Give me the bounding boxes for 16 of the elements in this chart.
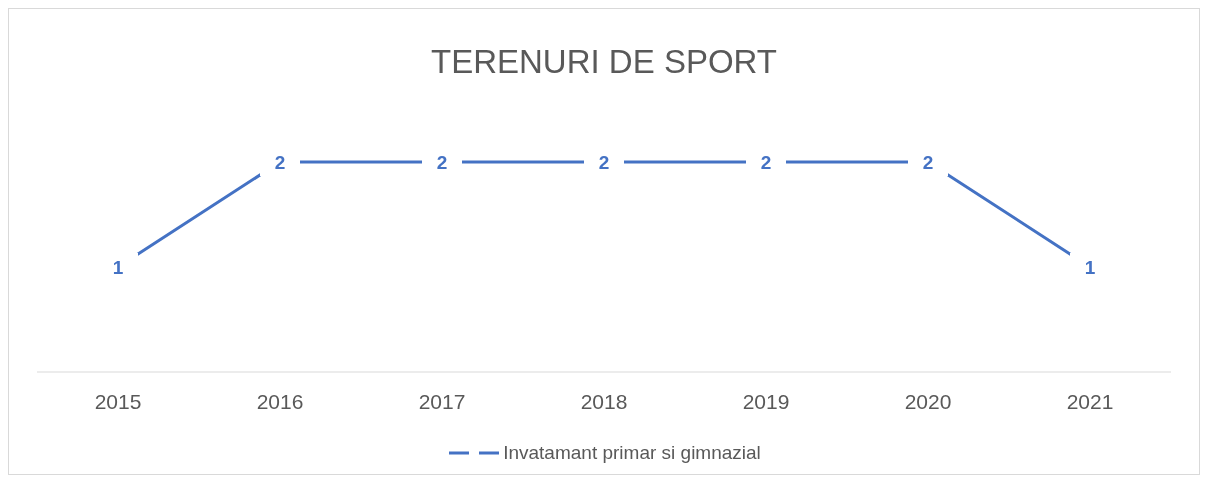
x-tick-label: 2017 <box>418 389 466 413</box>
x-tick-label: 2021 <box>1066 389 1114 413</box>
chart-title: TERENURI DE SPORT <box>430 43 778 81</box>
data-label: 1 <box>1084 257 1096 278</box>
data-label: 2 <box>760 152 772 173</box>
x-tick-label: 2019 <box>742 389 790 413</box>
data-label: 2 <box>274 152 286 173</box>
data-label: 2 <box>436 152 448 173</box>
data-label: 2 <box>922 152 934 173</box>
x-tick-label: 2015 <box>94 389 142 413</box>
data-label: 1 <box>112 257 124 278</box>
legend-label: Invatamant primar si gimnazial <box>502 442 761 464</box>
data-label: 2 <box>598 152 610 173</box>
x-tick-label: 2018 <box>580 389 628 413</box>
x-tick-label: 2016 <box>256 389 304 413</box>
x-tick-label: 2020 <box>904 389 952 413</box>
